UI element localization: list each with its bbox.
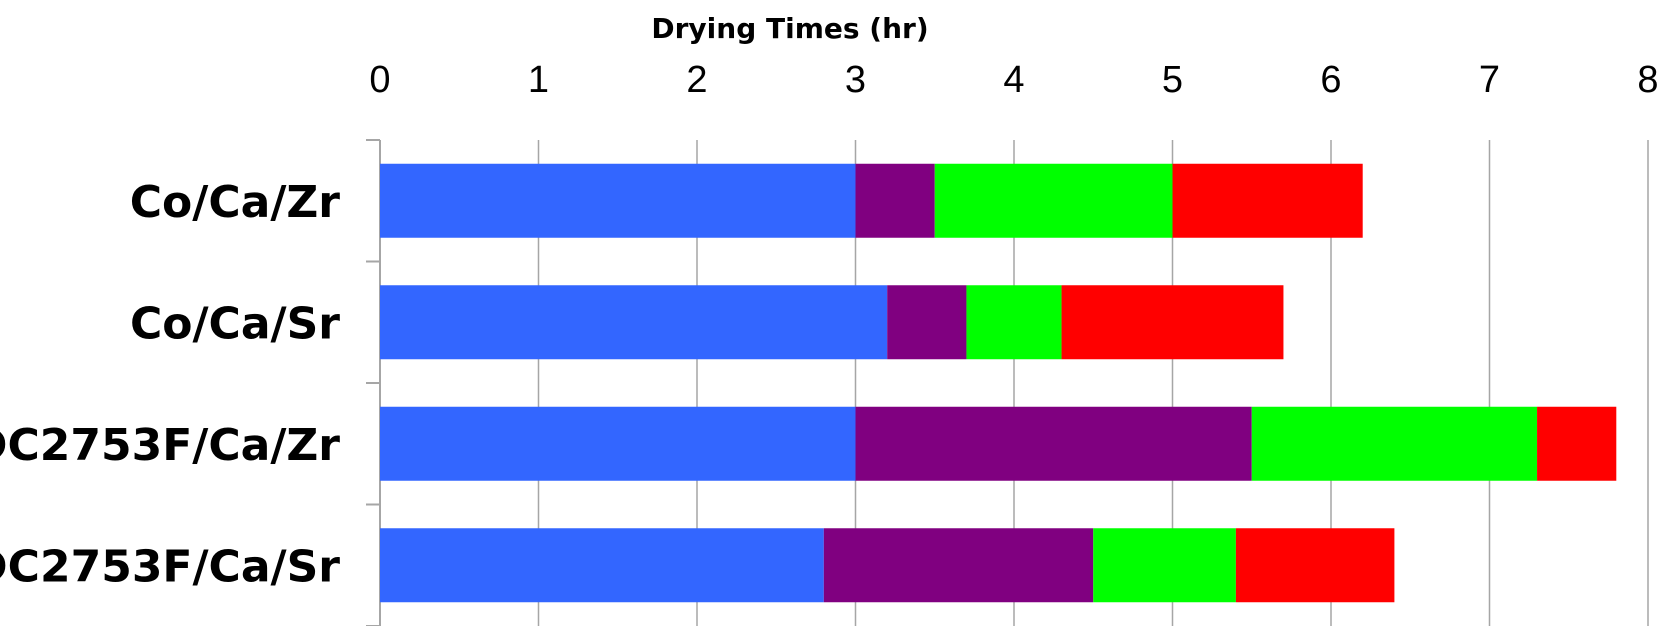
bar-dc2753f-ca-zr-segment-4 xyxy=(1537,406,1617,481)
x-tick-label-0: 0 xyxy=(369,59,390,101)
x-tick-label-4: 4 xyxy=(1003,59,1024,101)
x-tick-label-6: 6 xyxy=(1320,59,1341,101)
category-labels: Co/Ca/Zr Co/Ca/Sr DC2753F/Ca/Zr DC2753F/Ca/… xyxy=(0,177,340,593)
bar-dc2753f-ca-sr-segment-4 xyxy=(1235,528,1395,603)
bar-co-ca-sr-segment-3 xyxy=(966,285,1062,360)
x-tick-label-3: 3 xyxy=(845,59,866,101)
bar-dc2753f-ca-sr-segment-3 xyxy=(1093,528,1236,603)
x-tick-label-2: 2 xyxy=(686,59,707,101)
bar-dc2753f-ca-zr-segment-3 xyxy=(1251,406,1538,481)
bar-dc2753f-ca-sr-segment-2 xyxy=(823,528,1094,603)
category-label: DC2753F/Ca/Zr xyxy=(0,420,340,471)
x-tick-label-1: 1 xyxy=(528,59,549,101)
bar-co-ca-sr-segment-2 xyxy=(887,285,967,360)
bar-co-ca-sr-segment-1 xyxy=(380,285,888,360)
bar-co-ca-zr-segment-2 xyxy=(855,163,935,238)
bar-co-ca-zr-segment-1 xyxy=(380,163,856,238)
bar-dc2753f-ca-zr-segment-1 xyxy=(380,406,856,481)
bar-dc2753f-ca-zr-segment-2 xyxy=(855,406,1252,481)
category-label: Co/Ca/Zr xyxy=(130,177,341,228)
bar-dc2753f-ca-sr-segment-1 xyxy=(380,528,824,603)
bar-co-ca-sr-segment-4 xyxy=(1061,285,1284,360)
category-label: Co/Ca/Sr xyxy=(130,298,340,349)
bar-co-ca-zr-segment-3 xyxy=(934,163,1173,238)
bar-co-ca-zr-segment-4 xyxy=(1172,163,1363,238)
x-tick-label-5: 5 xyxy=(1162,59,1183,101)
x-axis-tick-labels: 0 1 2 3 4 5 6 7 8 xyxy=(369,59,1658,101)
x-tick-label-8: 8 xyxy=(1637,59,1658,101)
category-label: DC2753F/Ca/Sr xyxy=(0,541,340,592)
chart-title: Drying Times (hr) xyxy=(651,12,928,45)
x-tick-label-7: 7 xyxy=(1479,59,1500,101)
bars xyxy=(380,163,1617,603)
